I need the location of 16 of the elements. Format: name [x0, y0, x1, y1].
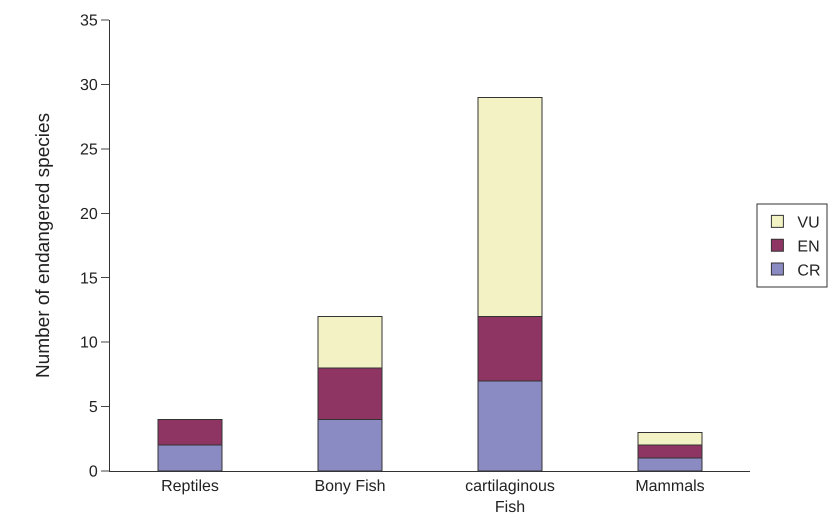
x-tick-label: cartilaginous Fish: [465, 478, 555, 516]
y-tick-label: 0: [88, 464, 98, 481]
y-tick-label: 10: [80, 334, 98, 352]
x-tick-label: Reptiles: [161, 478, 219, 496]
x-tick-label: Mammals: [635, 478, 705, 496]
y-tick-label: 25: [80, 141, 98, 158]
y-tick-label: 30: [80, 77, 98, 94]
x-tick-label: Bony Fish: [314, 478, 386, 496]
legend-label: CR: [797, 262, 821, 280]
y-axis-title: Number of endangered species: [32, 112, 54, 378]
y-tick-label: 15: [80, 270, 98, 288]
y-tick-label: 20: [80, 206, 98, 223]
legend-label: VU: [797, 214, 820, 232]
legend-label: EN: [797, 238, 820, 256]
y-tick-label: 35: [80, 12, 98, 30]
y-tick-label: 5: [88, 399, 98, 416]
